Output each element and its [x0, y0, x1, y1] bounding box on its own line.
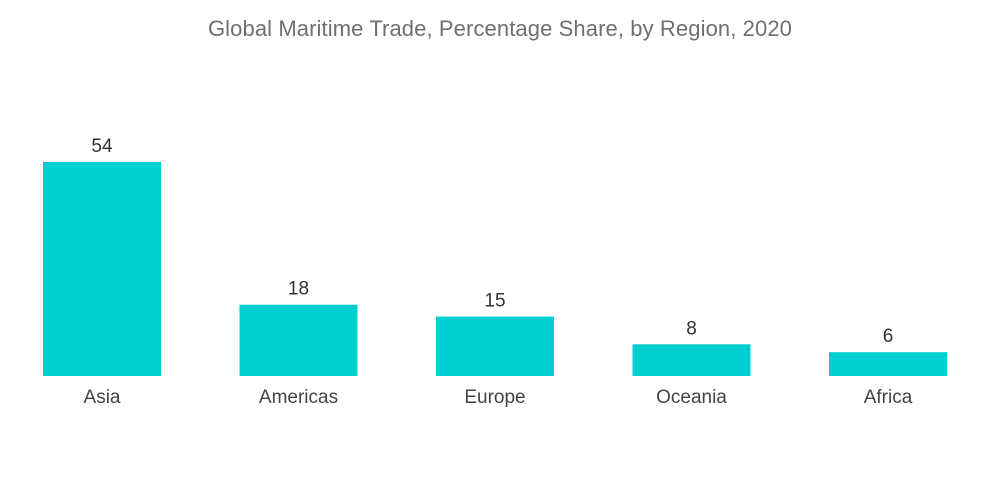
- data-label-europe: 15: [484, 291, 505, 312]
- bar-asia: [43, 162, 161, 376]
- data-label-americas: 18: [288, 279, 309, 300]
- bar-oceania: [632, 344, 751, 376]
- data-label-asia: 54: [91, 136, 113, 157]
- bar-americas: [239, 304, 358, 376]
- bar-africa: [829, 352, 947, 376]
- category-label-americas: Americas: [259, 387, 338, 408]
- data-label-africa: 6: [883, 326, 894, 347]
- category-label-africa: Africa: [864, 387, 913, 408]
- data-label-oceania: 8: [686, 318, 697, 339]
- bar-europe: [436, 316, 554, 376]
- category-label-europe: Europe: [464, 387, 525, 408]
- category-label-oceania: Oceania: [656, 387, 727, 408]
- chart-title: Global Maritime Trade, Percentage Share,…: [207, 16, 793, 41]
- category-label-asia: Asia: [84, 387, 121, 408]
